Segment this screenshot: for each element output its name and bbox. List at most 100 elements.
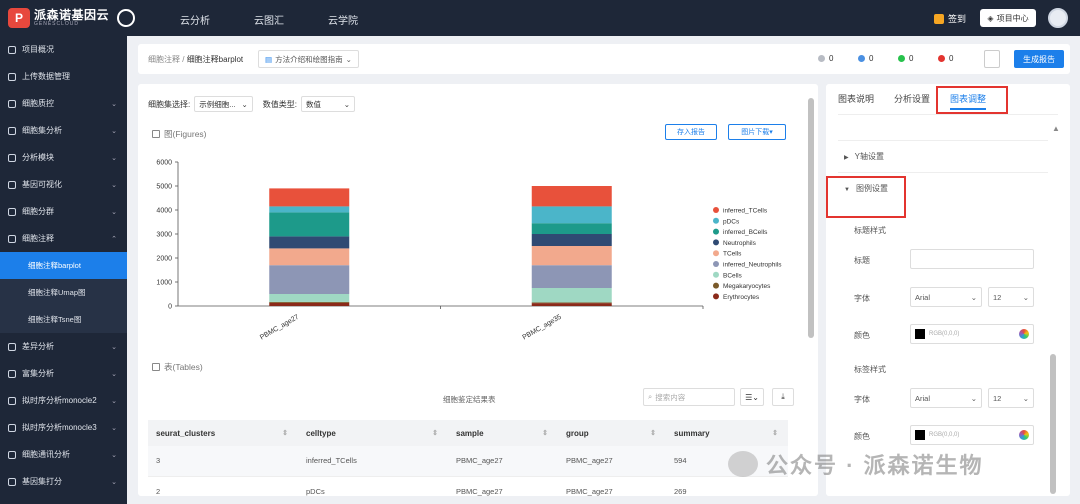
bar-segment bbox=[531, 265, 612, 288]
cellset-label: 细胞集选择: bbox=[148, 99, 191, 109]
column-header[interactable]: celltype ⇕ bbox=[298, 420, 448, 446]
document-icon[interactable] bbox=[984, 50, 1000, 68]
column-header[interactable]: summary ⇕ bbox=[666, 420, 788, 446]
sidebar-item-annotation[interactable]: 细胞注释 ⌃ bbox=[0, 225, 127, 252]
sidebar-item-qc[interactable]: 细胞质控 ⌄ bbox=[0, 90, 127, 117]
chevron-down-icon: ⌄ bbox=[111, 128, 117, 135]
settings-scrollbar-thumb[interactable] bbox=[1050, 354, 1056, 494]
column-header[interactable]: seurat_clusters ⇕ bbox=[148, 420, 298, 446]
sort-icon: ⇕ bbox=[282, 429, 288, 437]
sidebar-item-enrich[interactable]: 富集分析 ⌄ bbox=[0, 360, 127, 387]
color-swatch bbox=[915, 329, 925, 339]
topnav-cloud-charts[interactable]: 云图汇 bbox=[254, 16, 284, 27]
sidebar-subitem-tsne[interactable]: 细胞注释Tsne图 bbox=[0, 306, 127, 333]
color-wheel-icon[interactable] bbox=[1019, 430, 1029, 440]
status-green[interactable]: 0 bbox=[898, 54, 913, 63]
title-input[interactable] bbox=[910, 249, 1034, 269]
method-guide-label: 方法介绍和绘图指南 bbox=[275, 54, 343, 64]
table-row[interactable]: 3 inferred_TCells PBMC_age27 PBMC_age27 … bbox=[148, 446, 788, 477]
legend-label: BCells bbox=[723, 272, 743, 279]
table-row[interactable]: 2 pDCs PBMC_age27 PBMC_age27 269 bbox=[148, 476, 788, 496]
sidebar-subitem-umap[interactable]: 细胞注释Umap图 bbox=[0, 279, 127, 306]
divider bbox=[838, 114, 1058, 115]
sidebar-item-monocle2[interactable]: 拟时序分析monocle2 ⌄ bbox=[0, 387, 127, 414]
sort-icon: ⇕ bbox=[772, 429, 778, 437]
sidebar-item-monocle3[interactable]: 拟时序分析monocle3 ⌄ bbox=[0, 414, 127, 441]
valuetype-select[interactable]: 数值 ⌄ bbox=[301, 96, 356, 112]
sidebar-item-label: 拟时序分析monocle2 bbox=[22, 396, 97, 405]
save-to-report-button[interactable]: 存入报告 bbox=[665, 124, 717, 140]
chevron-down-icon: ⌄ bbox=[111, 182, 117, 189]
sidebar-item-diff[interactable]: 差异分析 ⌄ bbox=[0, 333, 127, 360]
method-guide-select[interactable]: ▤ 方法介绍和绘图指南 ⌄ bbox=[258, 50, 359, 68]
breadcrumb-parent[interactable]: 细胞注释 / bbox=[148, 55, 185, 64]
main-scrollbar[interactable] bbox=[807, 84, 815, 496]
bar-segment bbox=[531, 206, 612, 224]
avatar[interactable] bbox=[1048, 8, 1068, 28]
legend-label: Neutrophils bbox=[723, 240, 757, 247]
bar-segment bbox=[269, 206, 350, 213]
topnav-cloud-academy[interactable]: 云学院 bbox=[328, 16, 358, 27]
font-size-value: 12 bbox=[993, 292, 1002, 302]
sidebar-item-label: 分析模块 bbox=[22, 153, 54, 162]
status-blue[interactable]: 0 bbox=[858, 54, 873, 63]
cluster-icon bbox=[8, 207, 16, 216]
status-count: 0 bbox=[869, 54, 874, 63]
image-download-button[interactable]: 图片下载 ▾ bbox=[728, 124, 786, 140]
cellset-select[interactable]: 示例细胞... ⌄ bbox=[194, 96, 253, 112]
color-wheel-icon[interactable] bbox=[1019, 329, 1029, 339]
column-toggle-button[interactable]: ☰⌄ bbox=[740, 388, 764, 406]
font-select[interactable]: Arial ⌄ bbox=[910, 287, 982, 307]
sidebar-item-upload[interactable]: 上传数据管理 bbox=[0, 63, 127, 90]
generate-report-button[interactable]: 生成报告 bbox=[1014, 50, 1064, 68]
modules-icon bbox=[8, 153, 16, 162]
sidebar-item-genevis[interactable]: 基因可视化 ⌄ bbox=[0, 171, 127, 198]
label-font-select[interactable]: Arial ⌄ bbox=[910, 388, 982, 408]
font-size-select[interactable]: 12 ⌄ bbox=[988, 287, 1034, 307]
highlight-box bbox=[936, 86, 1008, 114]
table-caption: 细胞鉴定结果表 bbox=[443, 395, 496, 404]
topnav-cloud-analysis[interactable]: 云分析 bbox=[180, 16, 210, 27]
column-header[interactable]: group ⇕ bbox=[558, 420, 666, 446]
settings-panel: 图表说明 分析设置 图表调整 ▲ ▶ Y轴设置 ▼ 图例设置 标题样式 标题 字体 … bbox=[826, 84, 1070, 496]
legend-section[interactable]: ▼ 图例设置 bbox=[844, 183, 888, 194]
legend-marker bbox=[713, 239, 719, 246]
y-axis-section[interactable]: ▶ Y轴设置 bbox=[844, 151, 884, 162]
tab-chart-adjust[interactable]: 图表调整 bbox=[950, 92, 987, 110]
wechat-icon bbox=[728, 451, 758, 477]
tab-chart-description[interactable]: 图表说明 bbox=[838, 94, 875, 104]
sidebar-item-cellset[interactable]: 细胞集分析 ⌄ bbox=[0, 117, 127, 144]
status-gray[interactable]: 0 bbox=[818, 54, 833, 63]
status-dot-icon bbox=[818, 55, 825, 62]
table-cell: pDCs bbox=[298, 476, 448, 496]
table-search-input[interactable]: ⌕ 搜索内容 bbox=[643, 388, 735, 406]
font-value: Arial bbox=[915, 393, 931, 403]
collapse-up-icon[interactable]: ▲ bbox=[1052, 124, 1060, 133]
scrollbar-thumb[interactable] bbox=[808, 98, 814, 338]
sidebar-item-modules[interactable]: 分析模块 ⌄ bbox=[0, 144, 127, 171]
sidebar-item-geneset[interactable]: 基因集打分 ⌄ bbox=[0, 468, 127, 495]
project-center-button[interactable]: ◈ 项目中心 bbox=[980, 9, 1036, 27]
sidebar-item-cellchat[interactable]: 细胞通讯分析 ⌄ bbox=[0, 441, 127, 468]
sidebar-item-cluster[interactable]: 细胞分群 ⌄ bbox=[0, 198, 127, 225]
sidebar-item-overview[interactable]: 项目概况 bbox=[0, 36, 127, 63]
sidebar-subitem-barplot[interactable]: 细胞注释barplot bbox=[0, 252, 127, 279]
brand-logo[interactable]: P 派森诺基因云 GENESCLOUD bbox=[8, 8, 136, 28]
status-dot-icon bbox=[898, 55, 905, 62]
label-font-size-select[interactable]: 12 ⌄ bbox=[988, 388, 1034, 408]
color-label: 颜色 bbox=[854, 331, 870, 340]
color-picker[interactable]: RGB(0,0,0) bbox=[910, 324, 1034, 344]
label-color-picker[interactable]: RGB(0,0,0) bbox=[910, 425, 1034, 445]
table-icon bbox=[152, 363, 160, 371]
table-download-button[interactable]: ⤓ bbox=[772, 388, 794, 406]
x-tick-label: PBMC_age35 bbox=[521, 314, 562, 342]
status-red[interactable]: 0 bbox=[938, 54, 953, 63]
legend-marker bbox=[713, 217, 719, 224]
tab-analysis-settings[interactable]: 分析设置 bbox=[894, 94, 931, 104]
table-cell: 2 bbox=[148, 476, 298, 496]
highlight-box bbox=[826, 176, 906, 218]
y-tick-label: 6000 bbox=[156, 160, 172, 167]
checkin-button[interactable]: 签到 bbox=[934, 12, 966, 25]
score-icon bbox=[8, 477, 16, 486]
column-header[interactable]: sample ⇕ bbox=[448, 420, 558, 446]
